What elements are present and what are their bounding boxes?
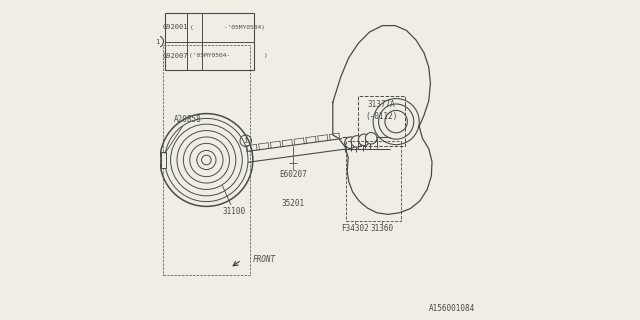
Circle shape xyxy=(358,134,370,146)
Bar xyxy=(358,96,404,146)
Bar xyxy=(346,141,401,221)
Text: 1: 1 xyxy=(156,39,160,44)
Text: (        -'05MY0504): ( -'05MY0504) xyxy=(191,25,266,30)
Text: 35201: 35201 xyxy=(281,199,305,208)
Text: G92001: G92001 xyxy=(163,24,188,30)
Circle shape xyxy=(351,136,362,147)
Text: 31360: 31360 xyxy=(371,224,394,233)
Text: 1: 1 xyxy=(244,138,248,144)
Text: E60207: E60207 xyxy=(279,170,307,179)
Text: F34302: F34302 xyxy=(341,224,369,233)
Text: ('05MY0504-         ): ('05MY0504- ) xyxy=(189,53,268,59)
Text: A156001084: A156001084 xyxy=(429,304,475,313)
Text: G92007: G92007 xyxy=(163,53,188,59)
Text: (-0112): (-0112) xyxy=(365,112,398,121)
Bar xyxy=(163,45,250,275)
Bar xyxy=(165,13,255,70)
Text: 31377A: 31377A xyxy=(368,100,396,109)
Text: 31100: 31100 xyxy=(223,186,246,216)
Circle shape xyxy=(365,132,377,144)
Bar xyxy=(161,152,166,168)
Text: FRONT: FRONT xyxy=(253,255,276,264)
Text: A20858: A20858 xyxy=(165,115,201,154)
Circle shape xyxy=(344,137,356,148)
